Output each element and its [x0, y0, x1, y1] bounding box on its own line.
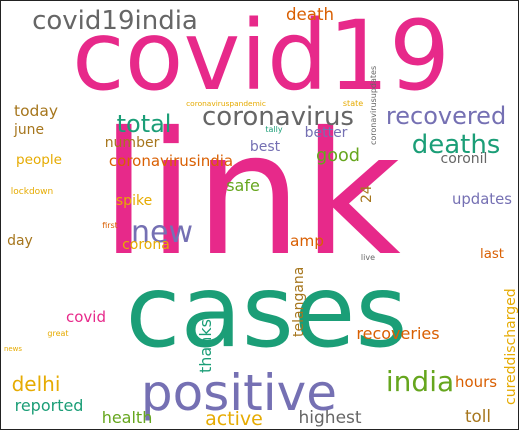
word-cureddischarged: cureddischarged: [503, 288, 519, 406]
word-reported: reported: [14, 396, 84, 415]
word-last: last: [480, 247, 504, 263]
word-lockdown: lockdown: [10, 187, 54, 197]
word-live: live: [360, 253, 375, 262]
word-coronil: coronil: [440, 151, 488, 167]
word-thanks: thanks: [196, 319, 215, 373]
word-recoveries: recoveries: [356, 324, 440, 343]
word-spike: spike: [115, 193, 153, 209]
word-covid19: covid19: [72, 0, 451, 112]
word-safe: safe: [226, 176, 260, 195]
word-new: new: [131, 215, 194, 250]
word-positive: positive: [140, 364, 338, 422]
word-tally: tally: [265, 125, 283, 134]
word-corona: corona: [122, 237, 170, 253]
word-highest: highest: [298, 408, 362, 428]
word-day: day: [7, 233, 33, 249]
word-good: good: [316, 146, 360, 167]
word-health: health: [101, 408, 153, 427]
word-number: number: [104, 135, 160, 151]
word-total: total: [116, 110, 172, 138]
word-cases: cases: [125, 253, 408, 370]
word-india: india: [385, 365, 455, 398]
word-great: great: [47, 329, 69, 338]
word-recovered: recovered: [385, 102, 507, 130]
word-best: best: [249, 139, 281, 155]
word-covid: covid: [66, 307, 106, 326]
word-coronavirus: coronavirus: [202, 102, 354, 132]
word-hours: hours: [455, 372, 497, 391]
word-active: active: [205, 408, 263, 430]
word-amp: amp: [290, 232, 324, 251]
word-today: today: [14, 102, 58, 121]
word-toll: toll: [465, 406, 491, 426]
word-death: death: [286, 4, 334, 24]
word-june: june: [14, 122, 44, 139]
word-news: news: [4, 345, 22, 353]
word-coronavirusindia: coronavirusindia: [108, 152, 234, 170]
word-delhi: delhi: [11, 372, 61, 396]
word-updates: updates: [452, 190, 512, 208]
word-link: link: [100, 96, 401, 294]
word-people: people: [16, 152, 62, 169]
word-first: first: [102, 221, 118, 230]
word-covid19india: covid19india: [32, 6, 198, 36]
word-telangana: telangana: [291, 266, 307, 338]
word-coronavirusupdates: coronavirusupdates: [369, 65, 378, 145]
word-24: 24: [359, 185, 375, 203]
word-better: better: [304, 125, 348, 141]
word-deaths: deaths: [411, 130, 501, 160]
word-state: state: [342, 99, 364, 108]
word-coronaviruspandemic: coronaviruspandemic: [186, 99, 266, 109]
